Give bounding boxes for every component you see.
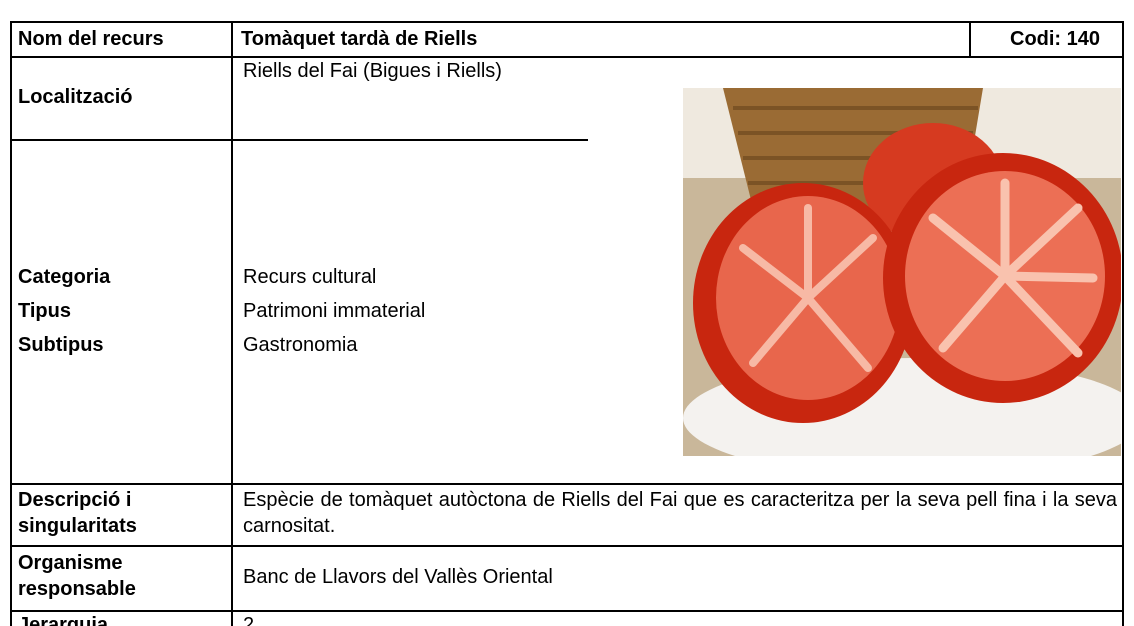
label: Tipus (18, 300, 71, 322)
value: Recurs cultural (243, 266, 377, 288)
title: Tomàquet tardà de Riells (241, 28, 478, 50)
value: Riells del Fai (Bigues i Riells) (243, 60, 502, 82)
value: Banc de Llavors del Vallès Oriental (243, 566, 553, 588)
border (10, 610, 1124, 612)
tomato-photo (683, 88, 1121, 456)
label: Subtipus (18, 334, 104, 356)
border (231, 21, 233, 626)
value: 2 (243, 614, 255, 626)
border (232, 139, 588, 141)
code: Codi: 140 (1010, 28, 1101, 50)
label: Jerarquia (18, 614, 109, 626)
border (10, 56, 1124, 58)
border (10, 483, 1124, 485)
border (10, 139, 232, 141)
border (10, 21, 12, 626)
label: Organisme responsable (18, 552, 136, 600)
label: Localització (18, 86, 133, 108)
value: Gastronomia (243, 334, 358, 356)
border (969, 21, 971, 58)
border (10, 545, 1124, 547)
border (1122, 21, 1124, 626)
border (10, 21, 1124, 23)
label: Categoria (18, 266, 111, 288)
value: Patrimoni immaterial (243, 300, 426, 322)
label: Descripció i singularitats (18, 489, 137, 537)
value: Espècie de tomàquet autòctona de Riells … (243, 489, 1117, 537)
label: Nom del recurs (18, 28, 164, 50)
